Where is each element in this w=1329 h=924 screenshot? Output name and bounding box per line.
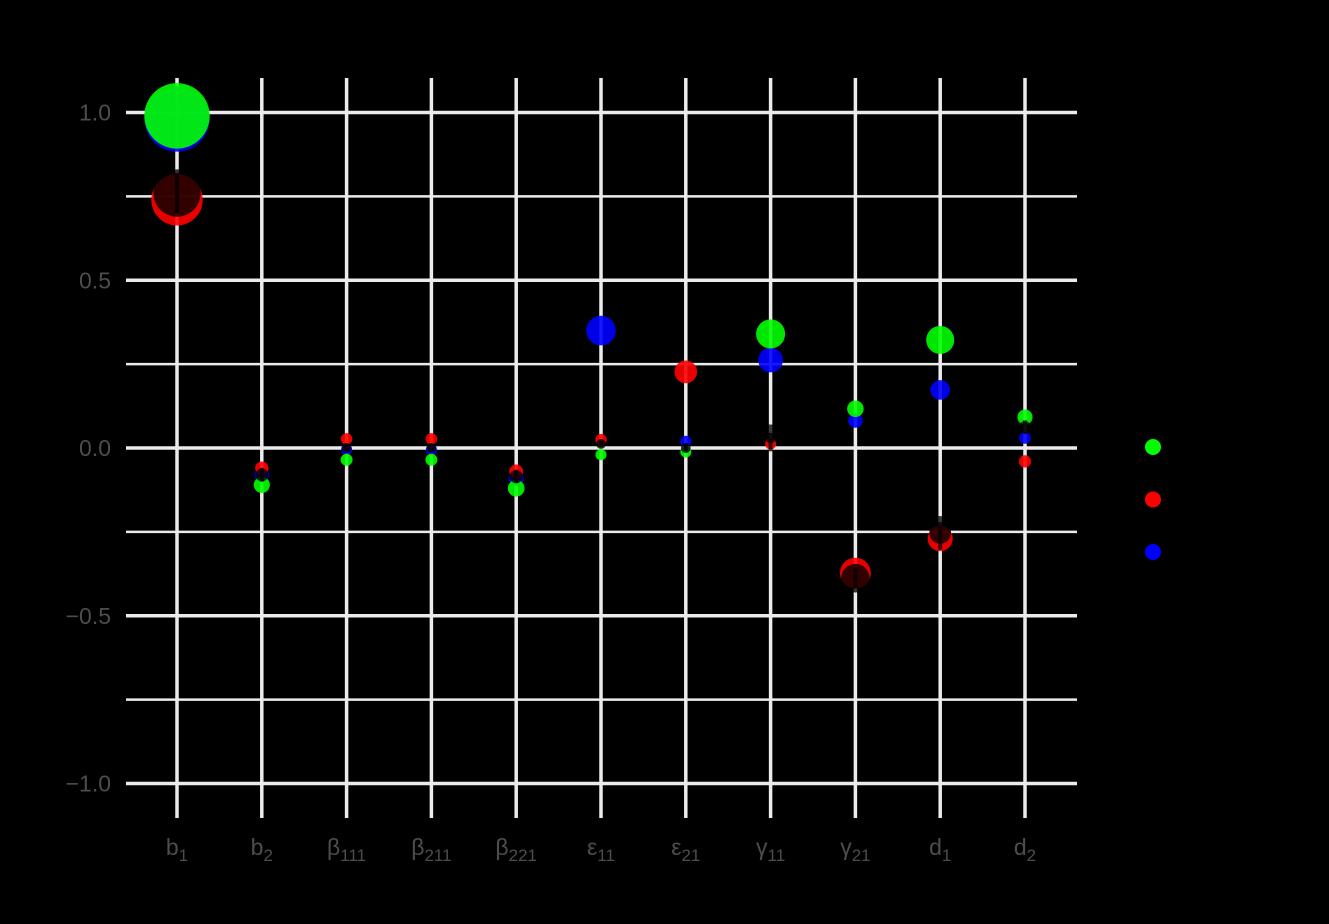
- x-tick-label: β111: [327, 834, 366, 865]
- reference-point: [153, 169, 201, 217]
- data-point: [595, 449, 607, 461]
- data-point: [144, 83, 210, 149]
- y-tick-label: 0.0: [79, 435, 111, 461]
- y-tick-label: −1.0: [66, 771, 111, 797]
- reference-point: [929, 522, 952, 544]
- y-tick-label: −0.5: [66, 603, 111, 629]
- x-tick-label: ε21: [671, 834, 700, 865]
- data-point: [847, 400, 864, 418]
- y-tick-label: 0.5: [79, 267, 111, 293]
- data-point: [1018, 455, 1032, 468]
- x-tick-label: b2: [251, 834, 273, 865]
- legend-key: [1145, 439, 1161, 455]
- data-point: [1019, 432, 1031, 444]
- data-points: [144, 83, 1033, 593]
- x-tick-label: d1: [929, 834, 951, 865]
- reference-point: [680, 443, 691, 453]
- x-tick-label: γ11: [756, 834, 785, 865]
- data-point: [586, 315, 616, 346]
- reference-point: [1018, 421, 1032, 434]
- x-tick-label: β221: [495, 834, 537, 865]
- data-point: [930, 380, 951, 400]
- data-point: [848, 413, 863, 428]
- data-point: [425, 433, 438, 445]
- data-point: [926, 325, 955, 354]
- x-tick-label: b1: [166, 834, 188, 865]
- reference-point: [509, 469, 523, 484]
- legend: [1145, 439, 1161, 560]
- reference-point: [426, 443, 437, 453]
- data-point: [507, 479, 525, 497]
- data-point: [340, 433, 353, 445]
- x-tick-label: ε11: [587, 834, 615, 865]
- legend-key: [1145, 491, 1161, 508]
- data-point: [756, 319, 786, 349]
- x-tick-label: β211: [411, 834, 451, 865]
- data-point: [674, 360, 698, 384]
- reference-point: [765, 432, 776, 444]
- x-tick-label: γ21: [840, 834, 870, 865]
- reference-point: [596, 439, 606, 449]
- data-point: [425, 453, 438, 466]
- data-point: [758, 347, 783, 373]
- y-tick-label: 1.0: [79, 100, 111, 126]
- reference-point: [341, 443, 352, 453]
- data-point: [340, 453, 353, 466]
- legend-key: [1145, 544, 1161, 560]
- x-tick-label: d2: [1014, 834, 1036, 865]
- reference-point: [841, 563, 870, 593]
- data-point: [1017, 409, 1033, 425]
- reference-point: [255, 468, 269, 482]
- x-axis-tick-labels: b1 b2 β111 β211 β221 ε11 ε21 γ11 γ21 d1 d2: [166, 834, 1036, 865]
- y-axis-tick-labels: 1.0 0.5 0.0 −0.5 −1.0: [66, 100, 111, 797]
- data-point: [253, 476, 270, 493]
